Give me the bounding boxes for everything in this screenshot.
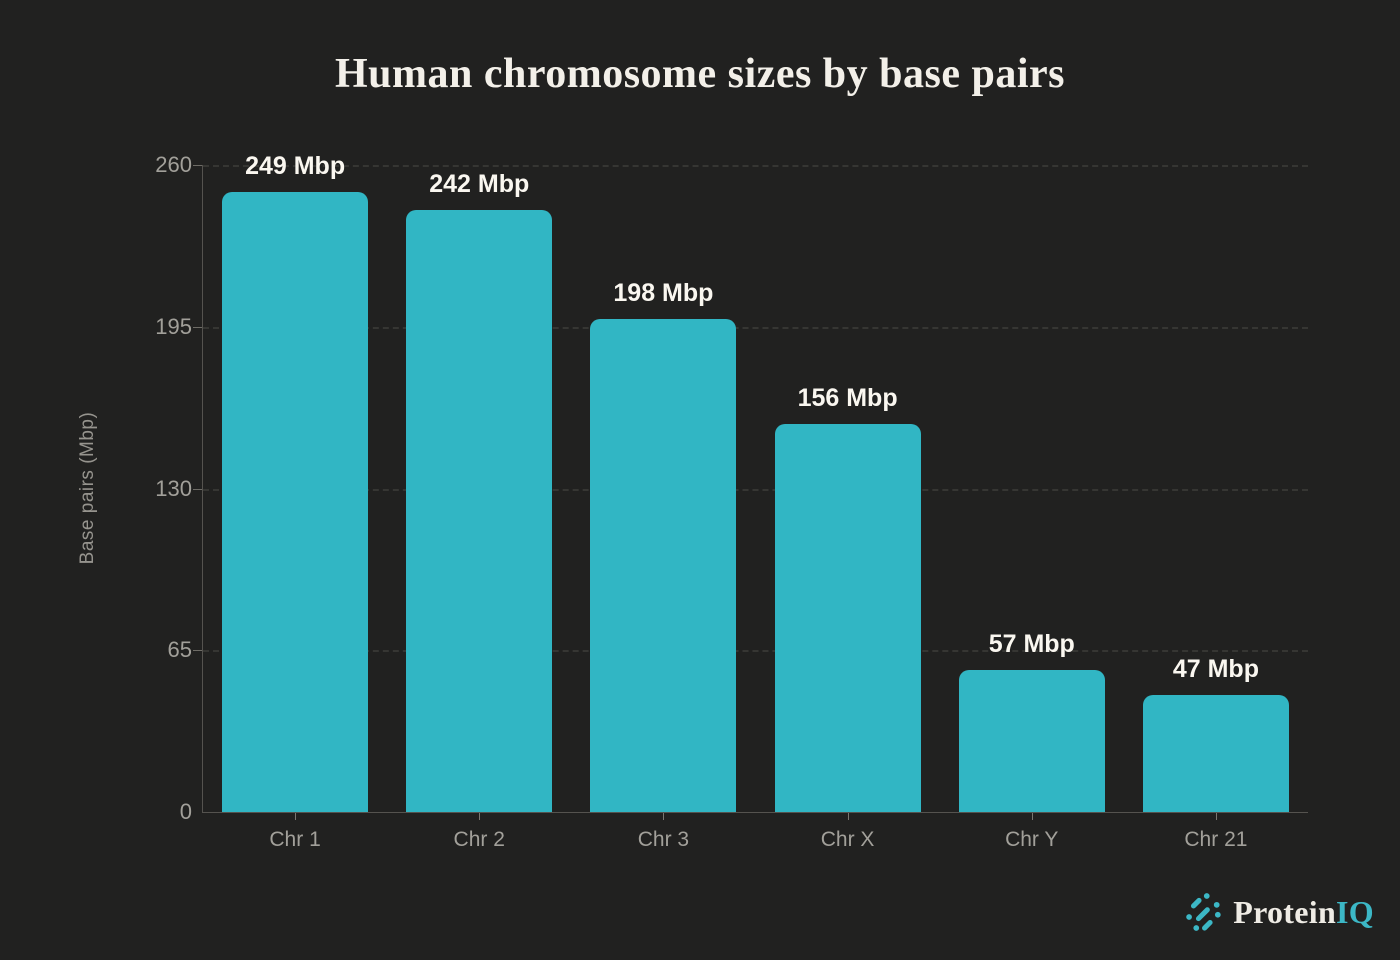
- bar-chr-2: [406, 209, 553, 812]
- x-tick-label-1: Chr 1: [269, 828, 321, 851]
- x-tick-label-6: Chr 21: [1184, 828, 1248, 851]
- y-tick-mark-130: [193, 488, 202, 490]
- gridline-130: [203, 488, 1308, 491]
- bar-value-label: 198 Mbp: [613, 279, 714, 308]
- y-tick-mark-65: [193, 650, 202, 652]
- y-tick-mark-195: [193, 326, 202, 328]
- x-tick-mark-3: [663, 813, 665, 820]
- y-tick-mark-260: [193, 165, 202, 166]
- y-tick-label-260: 260: [155, 152, 192, 177]
- gridline-260: [203, 165, 1308, 167]
- logo-text-primary: Protein: [1233, 893, 1337, 930]
- bar-chr-x: [774, 423, 921, 812]
- x-axis-line: [202, 812, 1308, 813]
- molecule-dots-icon: [1186, 893, 1221, 931]
- bar-chr-y: [958, 670, 1105, 812]
- bar-value-label: 57 Mbp: [988, 630, 1075, 659]
- gridline-195: [203, 326, 1308, 329]
- x-tick-mark-5: [1031, 813, 1033, 820]
- y-tick-label-0: 0: [179, 799, 192, 824]
- bar-chr-3: [590, 319, 737, 812]
- chart-title: Human chromosome sizes by base pairs: [334, 51, 1066, 97]
- x-tick-mark-1: [295, 813, 297, 820]
- bar-chr-21: [1142, 695, 1289, 812]
- y-tick-label-130: 130: [155, 475, 192, 501]
- y-axis-title: Base pairs (Mbp): [77, 411, 98, 565]
- bar-value-label: 249 Mbp: [245, 152, 346, 181]
- x-tick-mark-6: [1215, 813, 1217, 820]
- gridline-65: [203, 650, 1308, 653]
- plot-area: 0 65 130 195 260 249 Mbp Chr 1 242 Mbp Chr 2 198 …: [155, 152, 1308, 851]
- logo-text: ProteinIQ: [1233, 894, 1374, 931]
- bar-value-label: 156 Mbp: [797, 383, 898, 412]
- logo-text-accent: IQ: [1336, 893, 1374, 930]
- brand-logo: ProteinIQ: [1184, 891, 1374, 933]
- y-axis-line: [202, 165, 203, 813]
- y-tick-label-65: 65: [167, 637, 192, 663]
- x-tick-label-5: Chr Y: [1005, 828, 1059, 851]
- x-tick-label-3: Chr 3: [637, 828, 690, 851]
- y-tick-label-195: 195: [155, 313, 192, 339]
- x-tick-mark-2: [479, 813, 481, 820]
- x-tick-label-4: Chr X: [820, 828, 875, 851]
- bar-value-label: 47 Mbp: [1172, 655, 1259, 684]
- bar-value-label: 242 Mbp: [429, 169, 530, 198]
- x-tick-mark-4: [847, 813, 849, 820]
- bar-chr-1: [222, 192, 369, 812]
- x-tick-label-2: Chr 2: [453, 828, 505, 851]
